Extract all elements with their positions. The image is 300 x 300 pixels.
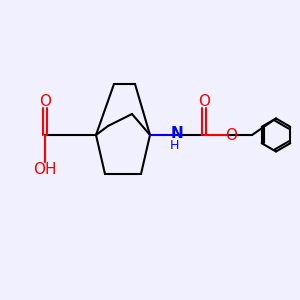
Text: H: H	[169, 139, 179, 152]
Text: OH: OH	[33, 162, 57, 177]
Text: O: O	[39, 94, 51, 110]
Text: N: N	[171, 126, 183, 141]
Text: O: O	[198, 94, 210, 110]
Text: O: O	[225, 128, 237, 142]
